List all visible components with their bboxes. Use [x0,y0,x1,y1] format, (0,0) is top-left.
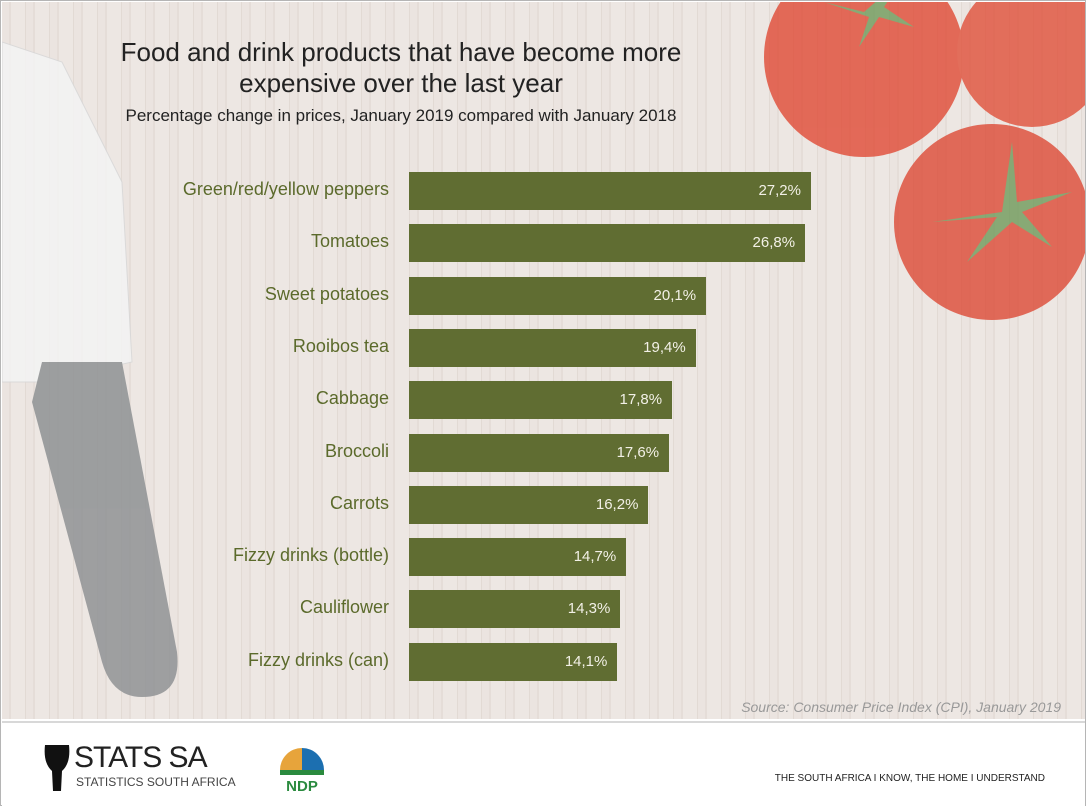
category-label: Fizzy drinks (can) [247,649,389,670]
bar: 19,4% [409,328,696,367]
category-label: Sweet potatoes [264,283,389,304]
category-label: Broccoli [324,440,389,461]
data-label: 19,4% [643,338,686,356]
tagline: THE SOUTH AFRICA I KNOW, THE HOME I UNDE… [774,773,1045,784]
data-label: 26,8% [752,234,796,252]
data-label: 27,2% [758,182,801,199]
data-label: 16,2% [595,495,639,513]
chart-title: Food and drink products that have become… [41,37,761,99]
stats-sa-logo-icon [44,745,70,791]
footer: STATS SA STATISTICS SOUTH AFRICA NDP THE… [2,721,1085,806]
title-line-2: expensive over the last year [239,68,563,98]
category-label: Cabbage [315,388,389,409]
data-label: 20,1% [653,286,697,304]
category-label: Fizzy drinks (bottle) [232,545,389,566]
bar: 27,2% [409,172,811,210]
bar: 16,2% [409,485,649,524]
bar: 14,1% [409,642,618,681]
category-label: Tomatoes [310,231,389,252]
bar: 26,8% [409,224,806,263]
data-label: 17,6% [616,443,660,461]
category-label: Carrots [329,492,389,513]
category-label: Rooibos tea [292,335,389,356]
title-line-1: Food and drink products that have become… [120,37,682,67]
data-label: 14,1% [564,652,608,670]
bar: 14,7% [409,538,627,577]
category-label: Cauliflower [299,597,389,618]
stats-sa-logo-subtext: STATISTICS SOUTH AFRICA [76,775,236,789]
stats-sa-logo-text: STATS SA [74,741,208,774]
tomatoes-icon [764,2,1085,320]
bar: 17,8% [409,381,673,420]
decor-illustration [2,2,1085,697]
data-label: 14,7% [573,548,617,566]
bar: 20,1% [409,276,707,315]
category-label: Green/red/yellow peppers [182,179,389,199]
data-label: 17,8% [619,391,663,409]
bar: 14,3% [409,590,621,629]
source-note: Source: Consumer Price Index (CPI), Janu… [741,699,1061,715]
ndp-2030-logo-icon: NDP [280,748,324,795]
svg-text:NDP: NDP [286,778,318,795]
bar: 17,6% [409,433,670,472]
data-label: 14,3% [567,600,611,618]
knife-icon [2,41,178,697]
chart-subtitle: Percentage change in prices, January 201… [125,106,677,125]
